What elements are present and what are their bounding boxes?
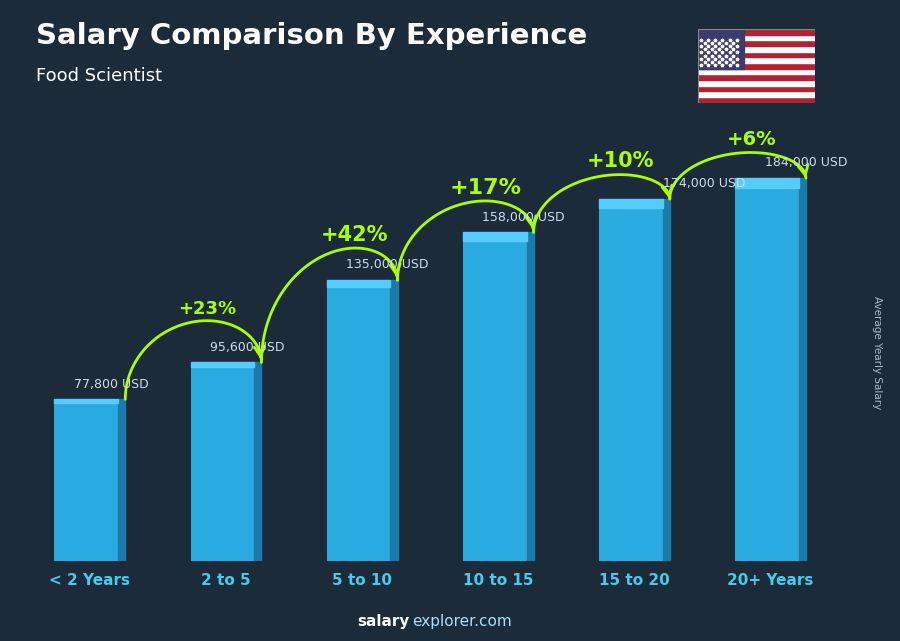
- Text: +42%: +42%: [321, 225, 389, 245]
- Bar: [698, 40, 814, 46]
- Text: explorer.com: explorer.com: [412, 615, 512, 629]
- Bar: [735, 178, 806, 562]
- Text: Food Scientist: Food Scientist: [36, 67, 162, 85]
- Text: Average Yearly Salary: Average Yearly Salary: [872, 296, 883, 409]
- Bar: [327, 280, 398, 562]
- Bar: [698, 29, 744, 69]
- Text: Salary Comparison By Experience: Salary Comparison By Experience: [36, 22, 587, 51]
- Text: +10%: +10%: [587, 151, 654, 172]
- Text: 95,600 USD: 95,600 USD: [210, 340, 284, 354]
- Bar: [698, 51, 814, 57]
- Text: +6%: +6%: [726, 130, 776, 149]
- Bar: [327, 280, 391, 287]
- Text: 174,000 USD: 174,000 USD: [663, 177, 745, 190]
- Text: 184,000 USD: 184,000 USD: [765, 156, 847, 169]
- Bar: [698, 85, 814, 91]
- Bar: [463, 232, 534, 562]
- Text: 158,000 USD: 158,000 USD: [482, 210, 564, 224]
- Bar: [698, 35, 814, 40]
- Bar: [698, 46, 814, 51]
- Text: +17%: +17%: [450, 178, 522, 198]
- Text: 77,800 USD: 77,800 USD: [74, 378, 148, 390]
- Bar: [191, 362, 255, 367]
- Bar: [599, 199, 662, 208]
- Bar: [526, 232, 534, 562]
- Bar: [698, 74, 814, 80]
- Text: +23%: +23%: [177, 299, 236, 317]
- Bar: [191, 362, 261, 562]
- Bar: [662, 199, 670, 562]
- Bar: [463, 232, 526, 240]
- Bar: [55, 399, 118, 403]
- Bar: [735, 178, 799, 188]
- Bar: [599, 199, 670, 562]
- Text: 135,000 USD: 135,000 USD: [346, 258, 428, 271]
- Bar: [391, 280, 398, 562]
- Text: salary: salary: [357, 615, 410, 629]
- Bar: [698, 57, 814, 63]
- Bar: [698, 91, 814, 97]
- Bar: [698, 69, 814, 74]
- Bar: [255, 362, 261, 562]
- Bar: [118, 399, 125, 562]
- Bar: [799, 178, 806, 562]
- Bar: [698, 29, 814, 35]
- Bar: [698, 97, 814, 103]
- Bar: [55, 399, 125, 562]
- Bar: [698, 80, 814, 85]
- Bar: [698, 63, 814, 69]
